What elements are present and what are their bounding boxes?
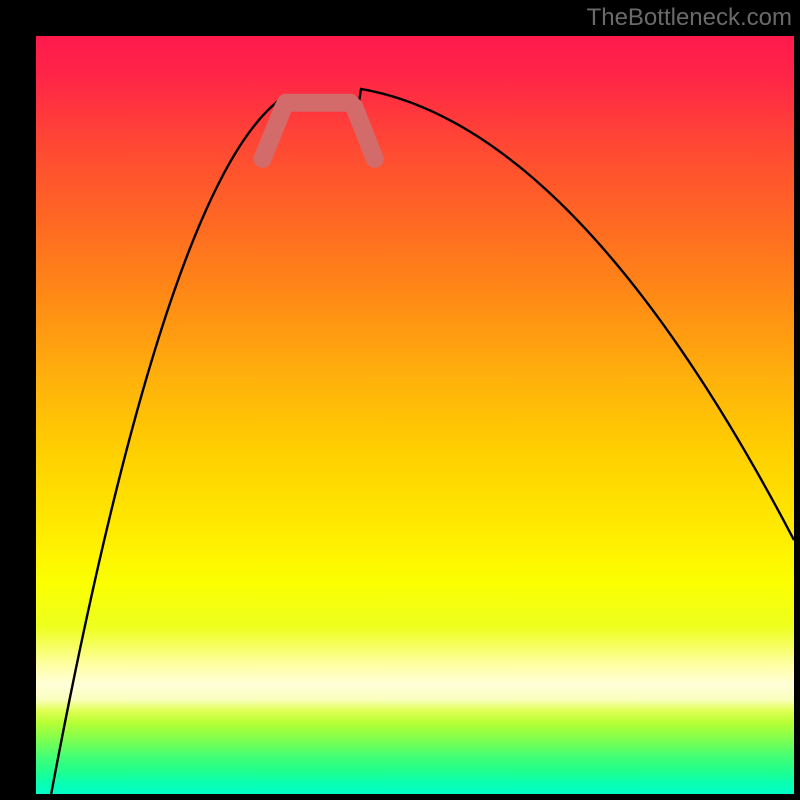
chart-svg bbox=[0, 0, 800, 800]
accent-cap-left bbox=[254, 150, 272, 168]
accent-cap-right bbox=[366, 150, 384, 168]
plot-area-gradient bbox=[36, 36, 794, 794]
watermark-text: TheBottleneck.com bbox=[587, 4, 792, 32]
chart-container: TheBottleneck.com bbox=[0, 0, 800, 800]
